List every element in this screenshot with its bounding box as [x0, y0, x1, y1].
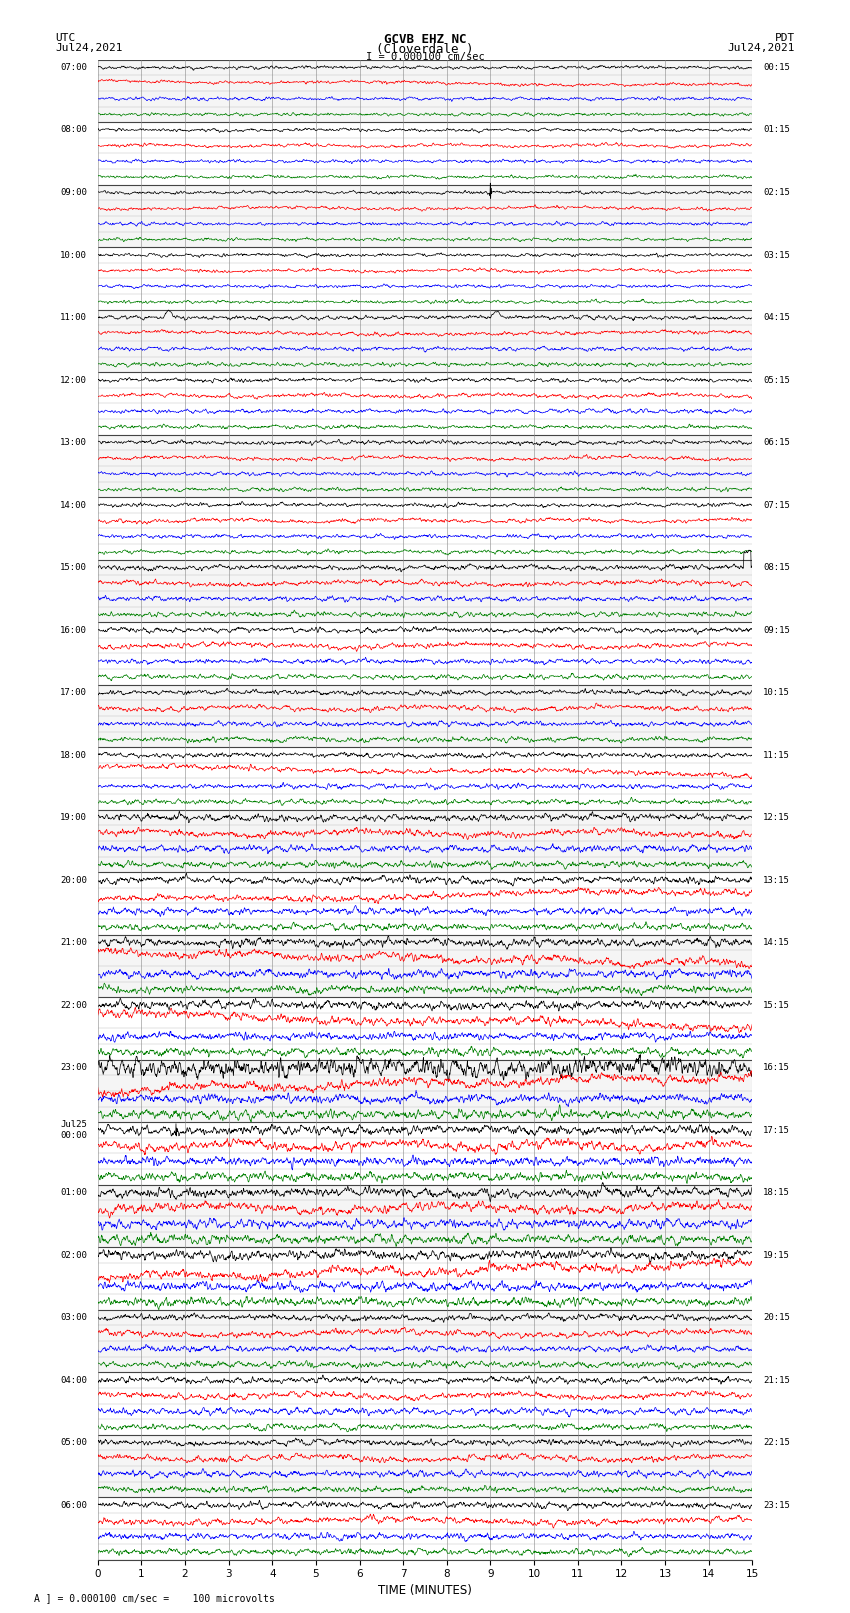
Text: 02:15: 02:15 [763, 189, 790, 197]
Text: A ] = 0.000100 cm/sec =    100 microvolts: A ] = 0.000100 cm/sec = 100 microvolts [34, 1594, 275, 1603]
Text: 15:00: 15:00 [60, 563, 87, 573]
Text: 20:15: 20:15 [763, 1313, 790, 1323]
Bar [98, 686, 752, 747]
Text: 23:00: 23:00 [60, 1063, 87, 1073]
Text: 16:15: 16:15 [763, 1063, 790, 1073]
Text: 16:00: 16:00 [60, 626, 87, 634]
Text: Jul24,2021: Jul24,2021 [55, 44, 122, 53]
Text: 23:15: 23:15 [763, 1500, 790, 1510]
Text: 20:00: 20:00 [60, 876, 87, 884]
Text: 04:00: 04:00 [60, 1376, 87, 1384]
Text: 13:15: 13:15 [763, 876, 790, 884]
Bar [98, 1310, 752, 1373]
Text: 10:15: 10:15 [763, 689, 790, 697]
Text: 13:00: 13:00 [60, 439, 87, 447]
Text: 07:15: 07:15 [763, 500, 790, 510]
Text: 07:00: 07:00 [60, 63, 87, 73]
Text: 08:00: 08:00 [60, 126, 87, 134]
Text: 06:15: 06:15 [763, 439, 790, 447]
Text: 02:00: 02:00 [60, 1250, 87, 1260]
Text: 22:15: 22:15 [763, 1439, 790, 1447]
Text: 05:00: 05:00 [60, 1439, 87, 1447]
Text: 17:00: 17:00 [60, 689, 87, 697]
Text: 21:00: 21:00 [60, 939, 87, 947]
Text: 01:15: 01:15 [763, 126, 790, 134]
Text: (Cloverdale ): (Cloverdale ) [377, 44, 473, 56]
Bar [98, 60, 752, 123]
Text: 22:00: 22:00 [60, 1000, 87, 1010]
Text: 09:00: 09:00 [60, 189, 87, 197]
Bar [98, 185, 752, 247]
Text: 10:00: 10:00 [60, 250, 87, 260]
Text: 03:15: 03:15 [763, 250, 790, 260]
Text: 19:00: 19:00 [60, 813, 87, 823]
Text: 00:15: 00:15 [763, 63, 790, 73]
Text: 15:15: 15:15 [763, 1000, 790, 1010]
Bar [98, 310, 752, 373]
Bar [98, 810, 752, 873]
Bar [98, 1184, 752, 1247]
Text: Jul24,2021: Jul24,2021 [728, 44, 795, 53]
Text: 17:15: 17:15 [763, 1126, 790, 1134]
Text: 11:15: 11:15 [763, 750, 790, 760]
Text: 08:15: 08:15 [763, 563, 790, 573]
Text: 18:15: 18:15 [763, 1189, 790, 1197]
Text: 19:15: 19:15 [763, 1250, 790, 1260]
Text: Jul25
00:00: Jul25 00:00 [60, 1121, 87, 1140]
Text: 12:00: 12:00 [60, 376, 87, 384]
Text: I = 0.000100 cm/sec: I = 0.000100 cm/sec [366, 52, 484, 61]
Bar [98, 936, 752, 997]
Text: 04:15: 04:15 [763, 313, 790, 323]
Text: 14:00: 14:00 [60, 500, 87, 510]
Text: 09:15: 09:15 [763, 626, 790, 634]
Text: 21:15: 21:15 [763, 1376, 790, 1384]
Text: 11:00: 11:00 [60, 313, 87, 323]
X-axis label: TIME (MINUTES): TIME (MINUTES) [378, 1584, 472, 1597]
Text: PDT: PDT [774, 32, 795, 44]
Text: UTC: UTC [55, 32, 76, 44]
Text: 06:00: 06:00 [60, 1500, 87, 1510]
Text: GCVB EHZ NC: GCVB EHZ NC [383, 32, 467, 47]
Text: 18:00: 18:00 [60, 750, 87, 760]
Text: 12:15: 12:15 [763, 813, 790, 823]
Bar [98, 1436, 752, 1497]
Bar [98, 1060, 752, 1123]
Bar [98, 560, 752, 623]
Text: 05:15: 05:15 [763, 376, 790, 384]
Text: 14:15: 14:15 [763, 939, 790, 947]
Text: 03:00: 03:00 [60, 1313, 87, 1323]
Bar [98, 434, 752, 497]
Text: 01:00: 01:00 [60, 1189, 87, 1197]
